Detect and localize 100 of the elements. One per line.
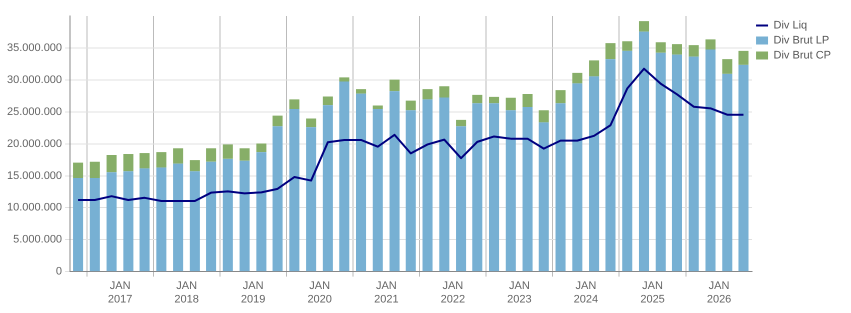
bar (672, 54, 682, 272)
bar (738, 64, 749, 272)
bar (256, 143, 266, 152)
bar (688, 56, 699, 272)
y-tick-label: 20.000.000 (6, 138, 62, 150)
bar (356, 89, 366, 94)
bar (306, 127, 316, 272)
bar (73, 178, 84, 272)
bar (522, 94, 533, 108)
bar (306, 118, 316, 128)
y-tick-label: 35.000.000 (6, 42, 62, 54)
bar (90, 162, 100, 178)
bar (322, 96, 333, 106)
bar (190, 171, 200, 272)
bar (190, 160, 200, 172)
bar (123, 154, 134, 172)
bar (622, 50, 632, 272)
x-tick-label: JAN 2017 (108, 280, 132, 306)
x-tick-label: JAN 2024 (574, 280, 598, 306)
y-tick-label: 15.000.000 (6, 170, 62, 182)
bar (522, 107, 533, 272)
bar (356, 94, 366, 272)
bar (322, 105, 333, 272)
x-tick-label: JAN 2023 (507, 280, 532, 306)
bar (472, 103, 482, 272)
bar (123, 171, 134, 272)
bar (672, 44, 682, 55)
bar (222, 158, 233, 272)
bar (422, 89, 433, 100)
bar (390, 80, 400, 92)
bar (738, 50, 749, 65)
y-tick-label: 30.000.000 (6, 74, 62, 86)
bar (506, 98, 516, 110)
bar (556, 103, 566, 272)
legend-label: Div Brut CP (774, 50, 832, 62)
y-tick-label: 5.000.000 (13, 234, 62, 246)
x-tick-label: JAN 2025 (640, 280, 665, 306)
bar (722, 59, 732, 74)
bar (140, 168, 150, 272)
bar (572, 72, 582, 84)
bar (372, 105, 383, 109)
bar (638, 32, 650, 272)
bar (173, 148, 184, 164)
bar (106, 172, 117, 272)
bar (439, 97, 450, 272)
bar (605, 43, 616, 60)
bar (240, 160, 250, 272)
bar (589, 60, 600, 76)
bar (705, 50, 716, 272)
bar (489, 103, 500, 272)
bar (156, 152, 166, 168)
bar (240, 148, 250, 161)
y-tick-label: 0 (56, 266, 62, 278)
y-tick-label: 10.000.000 (6, 202, 62, 214)
bar (206, 162, 216, 272)
bar (256, 152, 266, 272)
bar (289, 108, 300, 272)
legend-label: Div Brut LP (774, 34, 830, 47)
bar (406, 110, 416, 272)
bar (222, 144, 233, 159)
bar (506, 110, 516, 272)
bar (622, 41, 632, 51)
bar (156, 167, 166, 272)
bar (140, 153, 150, 168)
x-tick-label: JAN 2018 (174, 280, 199, 306)
bar (556, 90, 566, 104)
bar (656, 42, 666, 53)
bar (339, 77, 350, 82)
bar (289, 99, 300, 109)
bar (90, 178, 100, 272)
bar (439, 86, 450, 98)
bar (489, 96, 500, 104)
bar (173, 164, 184, 272)
bar (688, 45, 699, 57)
bar (605, 59, 616, 272)
x-tick-label: JAN 2021 (374, 280, 399, 306)
legend-label: Div Liq (774, 20, 808, 32)
bar (722, 74, 732, 272)
x-tick-label: JAN 2026 (706, 280, 732, 306)
bar (456, 120, 466, 126)
y-tick-label: 25.000.000 (6, 106, 62, 118)
bar (656, 52, 666, 272)
bar (106, 154, 117, 172)
x-tick-label: JAN 2020 (307, 280, 332, 306)
bar (589, 76, 600, 272)
bar (422, 99, 433, 272)
bar (472, 94, 482, 104)
x-tick-label: JAN 2019 (240, 280, 266, 306)
bar (272, 116, 283, 126)
bar (538, 110, 549, 122)
x-tick-label: JAN 2022 (440, 280, 466, 306)
bar (456, 126, 466, 272)
bar (206, 148, 216, 162)
bar (272, 126, 283, 272)
bar (390, 91, 400, 272)
bar (406, 100, 416, 110)
bar (339, 82, 350, 272)
bar (638, 21, 650, 32)
bar (705, 39, 716, 50)
bar (538, 122, 549, 272)
